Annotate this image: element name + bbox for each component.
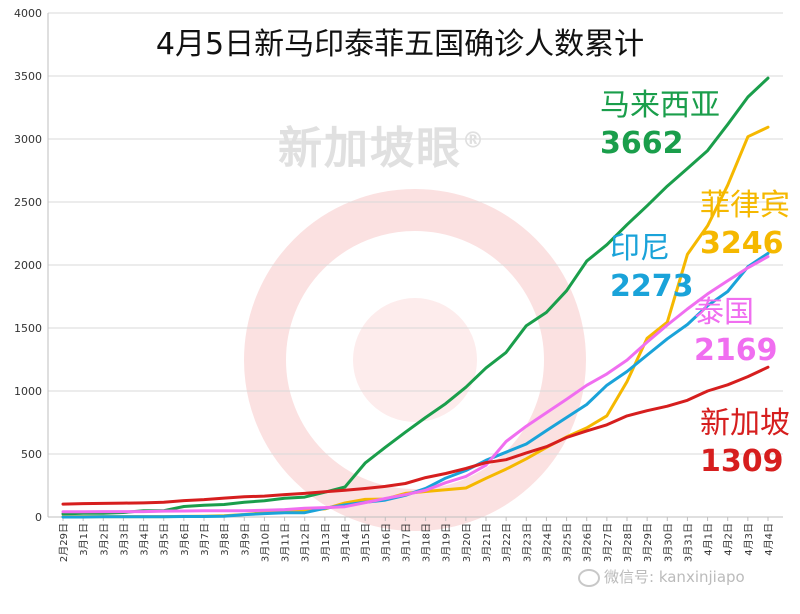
x-tick-label: 4月2日 xyxy=(723,523,735,556)
watermark-ring xyxy=(244,189,586,531)
series-name-label: 马来西亚 xyxy=(600,88,720,123)
y-tick-label: 500 xyxy=(21,448,42,461)
x-tick-label: 3月20日 xyxy=(461,523,473,562)
x-tick-label: 3月21日 xyxy=(481,523,493,562)
x-tick-label: 3月19日 xyxy=(441,523,453,562)
series-value-label: 3246 xyxy=(700,226,784,261)
series-value-label: 2273 xyxy=(610,269,694,304)
x-tick-label: 4月1日 xyxy=(703,523,715,556)
x-tick-label: 3月29日 xyxy=(642,523,654,562)
watermark-footer-text: 微信号: kanxinjiapo xyxy=(604,568,745,586)
y-tick-label: 4000 xyxy=(14,7,42,20)
x-tick-label: 3月3日 xyxy=(118,523,130,556)
wechat-icon xyxy=(578,568,600,587)
x-tick-label: 2月29日 xyxy=(58,523,70,562)
y-tick-label: 3500 xyxy=(14,70,42,83)
x-tick-label: 3月16日 xyxy=(380,523,392,562)
x-tick-label: 3月15日 xyxy=(360,523,372,562)
series-name-label: 印尼 xyxy=(610,231,670,266)
y-tick-label: 1500 xyxy=(14,322,42,335)
x-tick-label: 3月17日 xyxy=(400,523,412,562)
y-tick-label: 2000 xyxy=(14,259,42,272)
x-tick-label: 3月26日 xyxy=(582,523,594,562)
series-line-3 xyxy=(61,255,770,514)
x-axis: 2月29日 3月1日 3月2日 3月3日 3月4日 3月5日 3月6日 3月7日 3月8日 3月9… xyxy=(58,517,775,562)
x-tick-label: 3月27日 xyxy=(602,523,614,562)
x-tick-label: 4月4日 xyxy=(763,523,775,556)
x-tick-label: 3月24日 xyxy=(541,523,553,562)
x-tick-label: 4月3日 xyxy=(743,523,755,556)
series-name-label: 菲律宾 xyxy=(700,188,790,223)
watermark-logo: 新加坡眼® xyxy=(278,112,486,176)
y-tick-label: 2500 xyxy=(14,196,42,209)
x-tick-label: 3月5日 xyxy=(159,523,171,556)
series-value-label: 1309 xyxy=(700,444,784,479)
x-tick-label: 3月14日 xyxy=(340,523,352,562)
series-lines xyxy=(61,76,770,519)
series-line-0 xyxy=(61,76,770,516)
x-tick-label: 3月4日 xyxy=(139,523,151,556)
x-tick-label: 3月30日 xyxy=(662,523,674,562)
x-tick-label: 3月18日 xyxy=(421,523,433,562)
chart-title: 4月5日新马印泰菲五国确诊人数累计 xyxy=(156,27,644,62)
series-name-label: 新加坡 xyxy=(700,406,790,441)
x-tick-label: 3月8日 xyxy=(219,523,231,556)
y-axis: 0 500 1000 1500 2000 2500 3000 3500 4000 xyxy=(14,7,42,524)
x-tick-label: 3月13日 xyxy=(320,523,332,562)
x-tick-label: 3月9日 xyxy=(239,523,251,556)
x-tick-label: 3月7日 xyxy=(199,523,211,556)
series-value-label: 2169 xyxy=(694,333,778,368)
x-tick-label: 3月12日 xyxy=(300,523,312,562)
y-tick-label: 1000 xyxy=(14,385,42,398)
series-line-4 xyxy=(61,365,770,506)
y-tick-label: 0 xyxy=(35,511,42,524)
x-tick-label: 3月28日 xyxy=(622,523,634,562)
x-tick-label: 3月22日 xyxy=(501,523,513,562)
x-tick-label: 3月11日 xyxy=(280,523,292,562)
x-tick-label: 3月1日 xyxy=(78,523,90,556)
x-tick-label: 3月25日 xyxy=(562,523,574,562)
watermark-logo-text: 新加坡眼 xyxy=(278,123,462,174)
y-tick-label: 3000 xyxy=(14,133,42,146)
x-tick-label: 3月23日 xyxy=(521,523,533,562)
x-tick-label: 3月2日 xyxy=(98,523,110,556)
x-tick-label: 3月6日 xyxy=(179,523,191,556)
series-name-label: 泰国 xyxy=(694,295,754,330)
series-value-label: 3662 xyxy=(600,126,684,161)
x-tick-label: 3月31日 xyxy=(682,523,694,562)
registered-mark: ® xyxy=(462,128,486,154)
watermark-footer: 微信号: kanxinjiapo xyxy=(578,566,745,587)
x-tick-label: 3月10日 xyxy=(259,523,271,562)
